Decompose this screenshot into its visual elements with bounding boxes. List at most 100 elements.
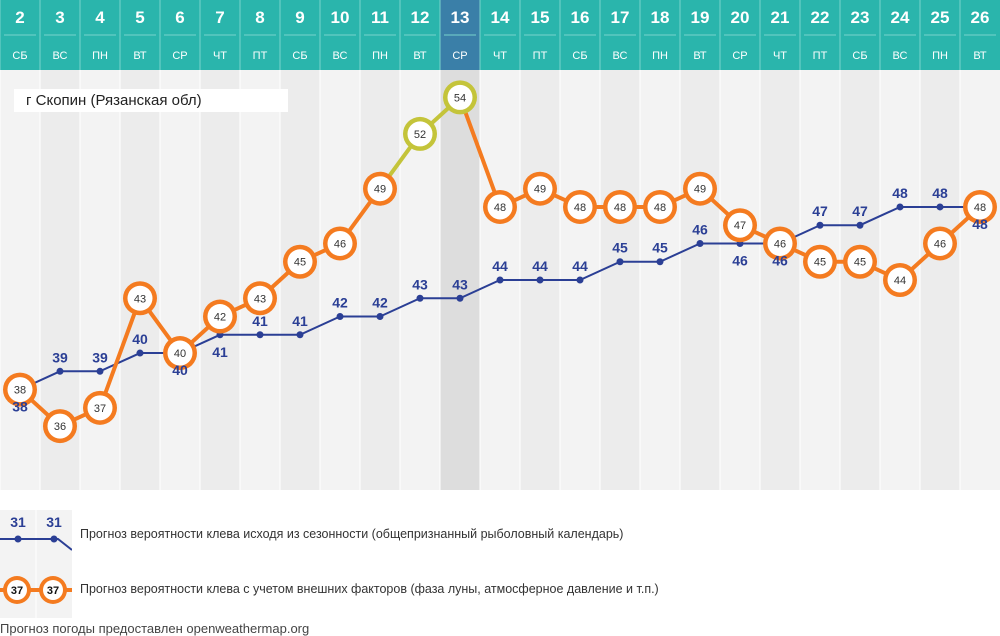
- seasonal-value-label: 43: [452, 276, 468, 292]
- seasonal-value-label: 45: [652, 240, 668, 256]
- seasonal-point: [496, 276, 504, 284]
- seasonal-value-label: 44: [572, 258, 588, 274]
- legend-seasonal-text: Прогноз вероятности клева исходя из сезо…: [80, 527, 624, 541]
- external-bubble-center: [47, 413, 73, 439]
- external-bubble-center: [327, 230, 353, 256]
- external-value-label: 44: [894, 275, 906, 287]
- legend-external-icon: 37 37: [0, 562, 72, 618]
- seasonal-value-label: 48: [892, 185, 908, 201]
- day-column: [600, 70, 640, 490]
- weekday-label: СБ: [292, 50, 307, 62]
- external-bubble-center: [847, 249, 873, 275]
- day-column: [0, 70, 40, 490]
- external-value-label: 43: [134, 293, 146, 305]
- external-value-label: 48: [574, 202, 586, 214]
- weekday-label: ЧТ: [213, 50, 227, 62]
- seasonal-value-label: 45: [612, 240, 628, 256]
- external-value-label: 38: [14, 385, 26, 397]
- day-number: 18: [651, 8, 670, 27]
- weekday-label: СБ: [572, 50, 587, 62]
- seasonal-value-label: 41: [252, 313, 268, 329]
- seasonal-value-label: 43: [412, 276, 428, 292]
- external-bubble-center: [727, 212, 753, 238]
- external-bubble-center: [607, 194, 633, 220]
- external-value-label: 52: [414, 129, 426, 141]
- seasonal-point: [456, 294, 464, 302]
- legend-external-text: Прогноз вероятности клева с учетом внешн…: [80, 582, 659, 596]
- day-number: 3: [55, 8, 64, 27]
- external-series-segment: [98, 296, 142, 410]
- external-value-label: 42: [214, 312, 226, 324]
- seasonal-point: [816, 221, 824, 229]
- legend-seasonal-value: 31: [10, 514, 26, 530]
- weekday-label: ВТ: [133, 50, 147, 62]
- external-value-label: 45: [814, 257, 826, 269]
- legend-external: 37 37 Прогноз вероятности клева с учетом…: [0, 562, 1000, 618]
- legend-seasonal: 31 31 Прогноз вероятности клева исходя и…: [0, 510, 1000, 566]
- day-column: [800, 70, 840, 490]
- day-number: 8: [255, 8, 264, 27]
- external-value-label: 45: [854, 257, 866, 269]
- external-bubble-center: [567, 194, 593, 220]
- weekday-label: ПН: [92, 50, 108, 62]
- seasonal-value-label: 42: [332, 295, 348, 311]
- weekday-label: ЧТ: [773, 50, 787, 62]
- weekday-label: ВС: [333, 50, 348, 62]
- day-number: 6: [175, 8, 184, 27]
- external-bubble-center: [887, 267, 913, 293]
- day-number: 22: [811, 8, 830, 27]
- seasonal-point: [896, 203, 904, 211]
- day-column: [760, 70, 800, 490]
- seasonal-point: [536, 276, 544, 284]
- day-number: 10: [331, 8, 350, 27]
- day-number: 25: [931, 8, 950, 27]
- external-value-label: 49: [534, 184, 546, 196]
- day-number: 15: [531, 8, 550, 27]
- external-value-label: 46: [774, 238, 786, 250]
- seasonal-point: [56, 367, 64, 375]
- seasonal-value-label: 47: [812, 203, 828, 219]
- external-bubble-center: [687, 176, 713, 202]
- seasonal-value-label: 46: [692, 221, 708, 237]
- seasonal-value-label: 39: [92, 349, 108, 365]
- weekday-label: СР: [172, 50, 187, 62]
- day-column: [320, 70, 360, 490]
- legend-external-value: 37: [11, 585, 23, 597]
- seasonal-point: [376, 313, 384, 321]
- external-bubble-center: [127, 285, 153, 311]
- day-column: [280, 70, 320, 490]
- location-label: г Скопин (Рязанская обл): [14, 89, 288, 112]
- seasonal-value-label: 41: [292, 313, 308, 329]
- weekday-label: ПТ: [813, 50, 828, 62]
- external-bubble-center: [447, 84, 473, 110]
- day-number: 24: [891, 8, 910, 27]
- day-columns: [0, 70, 1000, 490]
- external-bubble-center: [647, 194, 673, 220]
- external-value-label: 48: [614, 202, 626, 214]
- external-bubble-center: [527, 176, 553, 202]
- legend-seasonal-point: [50, 535, 58, 543]
- seasonal-point: [696, 239, 704, 247]
- seasonal-point: [96, 367, 104, 375]
- external-value-label: 49: [374, 184, 386, 196]
- day-column: [120, 70, 160, 490]
- day-column: [360, 70, 400, 490]
- day-number: 12: [411, 8, 430, 27]
- external-value-label: 46: [934, 238, 946, 250]
- weekday-label: ВС: [53, 50, 68, 62]
- external-bubble-center: [367, 176, 393, 202]
- external-bubble-center: [927, 230, 953, 256]
- external-value-label: 48: [654, 202, 666, 214]
- weather-source-text: Прогноз погоды предоставлен openweatherm…: [0, 621, 310, 636]
- weekday-label: ВТ: [693, 50, 707, 62]
- seasonal-point: [936, 203, 944, 211]
- weekday-label: ПТ: [253, 50, 268, 62]
- seasonal-value-label: 48: [972, 216, 988, 232]
- legend-seasonal-point: [14, 535, 22, 543]
- seasonal-point: [256, 331, 264, 339]
- external-value-label: 45: [294, 257, 306, 269]
- external-bubble-center: [407, 121, 433, 147]
- weekday-label: ПТ: [533, 50, 548, 62]
- day-column: [920, 70, 960, 490]
- seasonal-value-label: 40: [132, 331, 148, 347]
